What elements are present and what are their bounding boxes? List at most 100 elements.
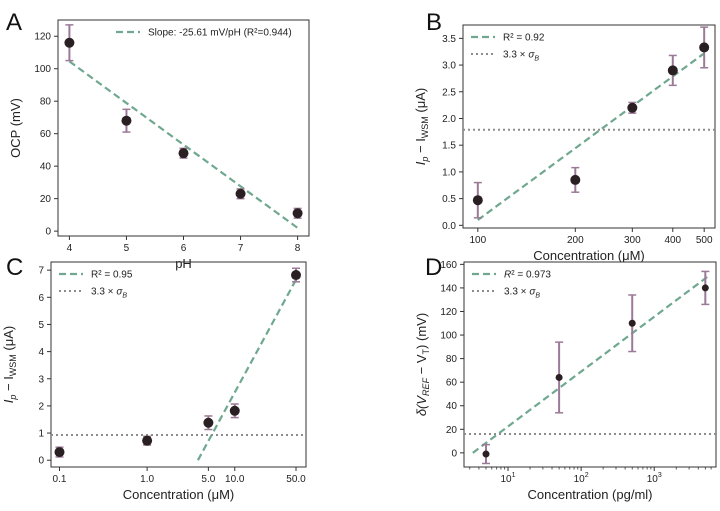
y-tick-label: 1.5 bbox=[442, 141, 456, 152]
y-tick-label: 60 bbox=[446, 378, 458, 389]
legend-label: R² = 0.92 bbox=[503, 33, 545, 44]
x-tick-label: 4 bbox=[67, 243, 73, 254]
y-tick-label: 3.0 bbox=[442, 61, 456, 72]
x-tick-label: 1.0 bbox=[140, 474, 154, 485]
x-tick-label: 500 bbox=[696, 235, 713, 246]
x-axis-label: Concentration (μM) bbox=[123, 487, 235, 502]
data-point bbox=[291, 270, 302, 281]
legend-label: R² = 0.973 bbox=[504, 270, 551, 281]
legend-label: 3.3 × σB bbox=[503, 50, 539, 63]
panel-label: B bbox=[426, 9, 442, 36]
y-axis-label: Ip − IWSM (μA) bbox=[413, 88, 430, 166]
x-tick-label: 103 bbox=[647, 472, 662, 485]
data-point bbox=[121, 115, 132, 126]
x-axis-label: Concentration (μM) bbox=[533, 248, 645, 263]
y-tick-label: 120 bbox=[440, 307, 457, 318]
plot-frame bbox=[57, 19, 310, 237]
y-tick-label: 60 bbox=[40, 129, 52, 140]
y-tick-label: 4 bbox=[38, 347, 44, 358]
legend-label: R² = 0.95 bbox=[91, 270, 133, 281]
panel-b: B 100 200 300 400 500 0.0 0.5 1.0 1.5 2.0 2.5 3.0 3.5… bbox=[413, 9, 716, 263]
y-tick-label: 40 bbox=[446, 401, 458, 412]
y-tick-label: 3.5 bbox=[442, 34, 456, 45]
fit-line bbox=[196, 279, 297, 461]
x-axis-label: pH bbox=[175, 256, 192, 271]
data-point bbox=[482, 450, 490, 458]
data-point bbox=[203, 417, 214, 428]
y-tick-label: 0.0 bbox=[442, 221, 456, 232]
x-tick-label: 5.0 bbox=[201, 474, 215, 485]
y-tick-label: 100 bbox=[440, 331, 457, 342]
x-tick-label: 101 bbox=[500, 472, 515, 485]
x-tick-label: 102 bbox=[574, 472, 589, 485]
y-tick-label: 1 bbox=[38, 429, 44, 440]
data-point bbox=[64, 37, 75, 48]
legend: R² = 0.95 3.3 × σB bbox=[59, 270, 133, 300]
panel-label: C bbox=[6, 254, 23, 281]
legend: R² = 0.973 3.3 × σB bbox=[472, 270, 551, 300]
data-point bbox=[229, 405, 240, 416]
y-tick-label: 160 bbox=[440, 260, 457, 271]
y-tick-label: 6 bbox=[38, 293, 44, 304]
fit-line bbox=[68, 60, 299, 229]
legend: Slope: -25.61 mV/pH (R²=0.944) bbox=[116, 28, 292, 39]
legend-label: 3.3 × σB bbox=[504, 287, 540, 300]
data-point bbox=[235, 188, 246, 199]
x-tick-label: 50.0 bbox=[286, 474, 306, 485]
y-tick-label: 120 bbox=[34, 32, 51, 43]
data-point bbox=[699, 42, 710, 53]
x-tick-label: 6 bbox=[181, 243, 187, 254]
y-tick-label: 0 bbox=[38, 456, 44, 467]
data-point bbox=[570, 174, 581, 185]
data-point bbox=[178, 148, 189, 159]
y-tick-label: 5 bbox=[38, 320, 44, 331]
x-tick-label: 200 bbox=[567, 235, 584, 246]
y-tick-label: 20 bbox=[446, 425, 458, 436]
legend: R² = 0.92 3.3 × σB bbox=[471, 33, 545, 63]
fit-line bbox=[472, 275, 710, 454]
y-tick-label: 20 bbox=[40, 194, 52, 205]
x-tick-label: 400 bbox=[664, 235, 681, 246]
y-tick-label: 100 bbox=[34, 64, 51, 75]
data-point bbox=[627, 102, 638, 113]
panel-d: D 101 102 103 0 20 40 60 80 100 120 140 160 Concentra… bbox=[414, 254, 717, 502]
data-point bbox=[628, 319, 636, 327]
y-tick-label: 80 bbox=[446, 354, 458, 365]
y-tick-label: 140 bbox=[440, 283, 457, 294]
plot-frame bbox=[50, 261, 307, 468]
y-tick-label: 40 bbox=[40, 162, 52, 173]
data-point bbox=[292, 208, 303, 219]
x-axis-label: Concentration (pg/ml) bbox=[528, 487, 653, 502]
x-tick-label: 7 bbox=[238, 243, 244, 254]
data-point bbox=[142, 435, 153, 446]
y-tick-label: 80 bbox=[40, 97, 52, 108]
panel-label: A bbox=[6, 9, 22, 36]
panel-c: C 0.1 1.0 5.0 10.0 50.0 0 1 2 3 4 5 6 7 Concentration … bbox=[1, 254, 307, 502]
legend-label: Slope: -25.61 mV/pH (R²=0.944) bbox=[148, 28, 292, 39]
data-point bbox=[555, 373, 563, 381]
x-tick-label: 8 bbox=[295, 243, 301, 254]
y-tick-label: 2.0 bbox=[442, 114, 456, 125]
y-axis-label: δ(VREF − VT) (mV) bbox=[414, 313, 431, 416]
y-tick-label: 0 bbox=[45, 227, 51, 238]
plot-frame bbox=[462, 24, 716, 229]
fit-line bbox=[477, 52, 705, 221]
y-tick-label: 1.0 bbox=[442, 167, 456, 178]
plot-frame bbox=[463, 261, 717, 468]
legend-label: 3.3 × σB bbox=[91, 287, 127, 300]
y-tick-label: 2 bbox=[38, 401, 44, 412]
y-tick-label: 7 bbox=[38, 266, 44, 277]
data-point bbox=[701, 284, 709, 292]
y-tick-label: 0 bbox=[451, 448, 457, 459]
x-tick-label: 5 bbox=[124, 243, 130, 254]
x-tick-label: 0.1 bbox=[53, 474, 67, 485]
x-tick-label: 10.0 bbox=[225, 474, 245, 485]
y-tick-label: 0.5 bbox=[442, 194, 456, 205]
y-axis-label: Ip − IWSM (μA) bbox=[1, 326, 18, 404]
panel-label: D bbox=[425, 254, 442, 281]
data-point bbox=[54, 447, 65, 458]
y-axis-label: OCP (mV) bbox=[8, 98, 23, 158]
y-tick-label: 3 bbox=[38, 374, 44, 385]
